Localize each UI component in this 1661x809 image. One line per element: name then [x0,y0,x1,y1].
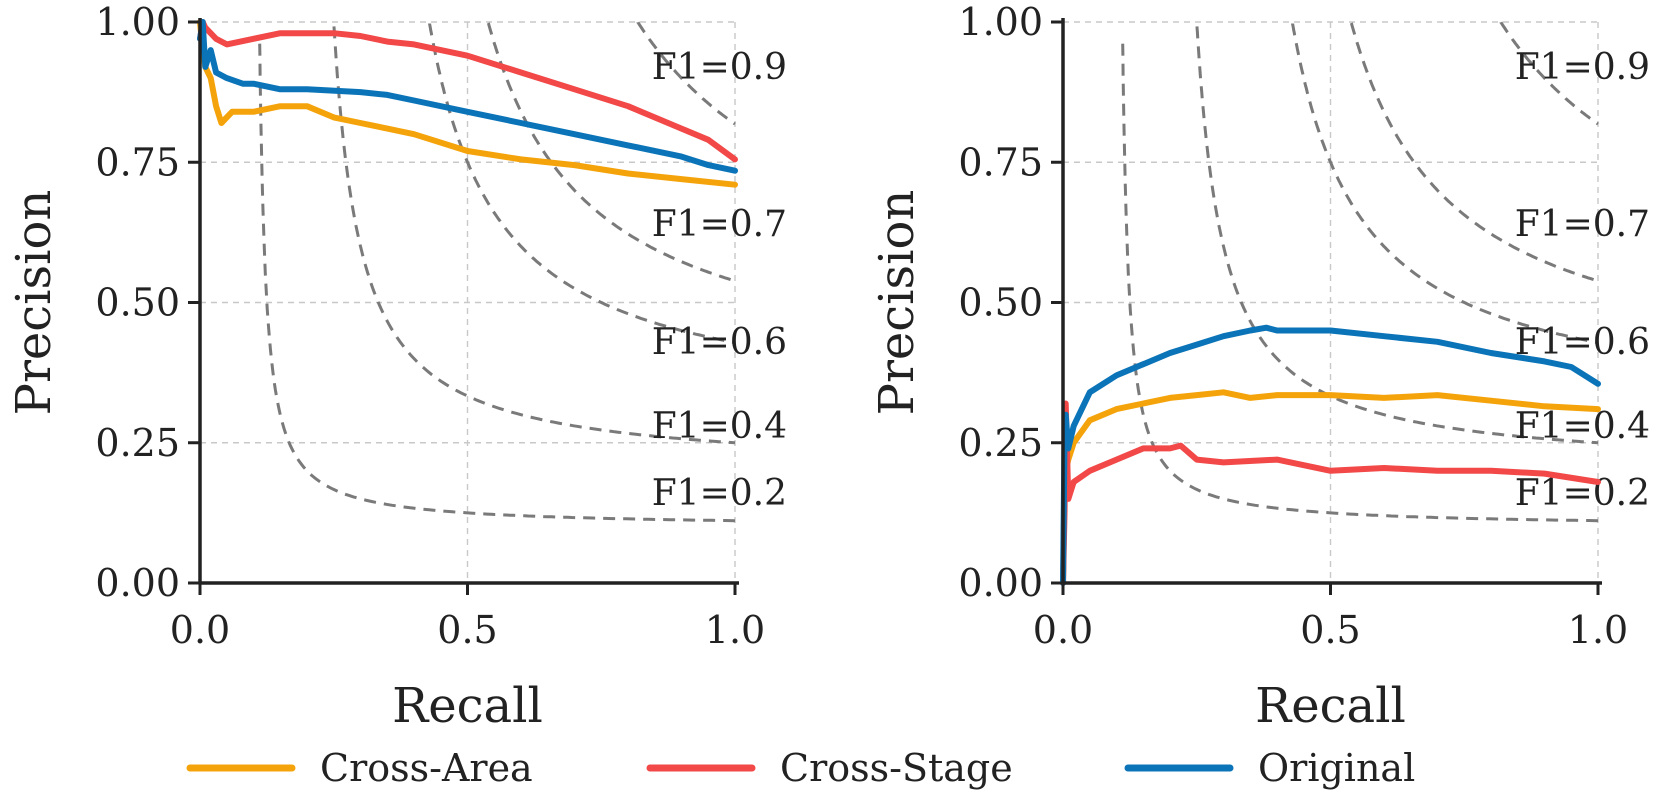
iso-f1-curve [332,26,736,445]
x-tick-label: 0.0 [1033,608,1093,652]
iso-f1-label: F1=0.6 [1515,322,1650,363]
iso-f1-curve [1291,23,1599,345]
series [197,19,738,188]
legend-label: Original [1258,746,1415,790]
axes: 0.00 0.25 0.50 0.75 1.00 0.0 0.5 1.0 Recall Preci… [6,0,765,734]
iso-f1-curve [636,21,736,126]
iso-f1-curve [428,23,736,345]
y-tick-label: 0.75 [95,140,180,184]
x-tick-label: 0.0 [170,608,230,652]
series-line-cross-stage [197,19,738,163]
iso-f1-curves: F1=0.9F1=0.7F1=0.6F1=0.4F1=0.2 [1121,21,1650,523]
iso-f1-label: F1=0.2 [652,473,787,514]
iso-f1-curve [1499,21,1599,126]
x-tick-label: 0.5 [437,608,497,652]
y-tick-label: 0.25 [958,421,1043,465]
iso-f1-label: F1=0.9 [1515,47,1650,88]
series-line-original [197,19,738,174]
x-axis-label: Recall [1255,678,1406,734]
legend-label: Cross-Stage [780,746,1013,790]
y-tick-label: 0.25 [95,421,180,465]
iso-f1-label: F1=0.9 [652,47,787,88]
iso-f1-label: F1=0.4 [1515,406,1650,447]
series [1060,324,1601,586]
iso-f1-curves: F1=0.9 F1=0.7 F1=0.6 F1=0.4 F1=0.2 [258,21,787,523]
x-tick-label: 1.0 [705,608,765,652]
legend: Cross-Area Cross-Stage Original [186,746,1415,790]
y-tick-label: 1.00 [958,0,1043,44]
iso-f1-curve [258,43,736,523]
chart-right: F1=0.9F1=0.7F1=0.6F1=0.4F1=0.20.000.250.… [869,0,1650,734]
y-axis-label: Precision [6,190,62,416]
x-axis-label: Recall [392,678,543,734]
iso-f1-label: F1=0.4 [652,406,787,447]
y-tick-label: 0.75 [958,140,1043,184]
legend-entry-cross-stage: Cross-Stage [646,746,1013,790]
y-tick-label: 0.50 [958,281,1043,325]
iso-f1-label: F1=0.6 [652,322,787,363]
legend-label: Cross-Area [320,746,533,790]
y-axis-label: Precision [869,190,925,416]
y-tick-label: 0.00 [95,561,180,605]
legend-entry-cross-area: Cross-Area [186,746,533,790]
series-line-cross-stage [1060,400,1601,586]
series-line-original [1060,324,1601,586]
iso-f1-label: F1=0.7 [652,204,787,245]
axes: 0.00 0.25 0.50 0.75 1.00 0.0 0.5 1.0 Recall Preci… [869,0,1628,734]
series-line-cross-area [197,19,738,188]
y-tick-label: 1.00 [95,0,180,44]
legend-entry-original: Original [1124,746,1415,790]
iso-f1-curve [1349,22,1599,283]
y-tick-label: 0.50 [95,281,180,325]
iso-f1-label: F1=0.7 [1515,204,1650,245]
x-tick-label: 0.5 [1300,608,1360,652]
chart-left: F1=0.9F1=0.7F1=0.6F1=0.4F1=0.20.000.250.… [6,0,787,734]
iso-f1-curve [1121,43,1599,523]
y-tick-label: 0.00 [958,561,1043,605]
x-tick-label: 1.0 [1568,608,1628,652]
